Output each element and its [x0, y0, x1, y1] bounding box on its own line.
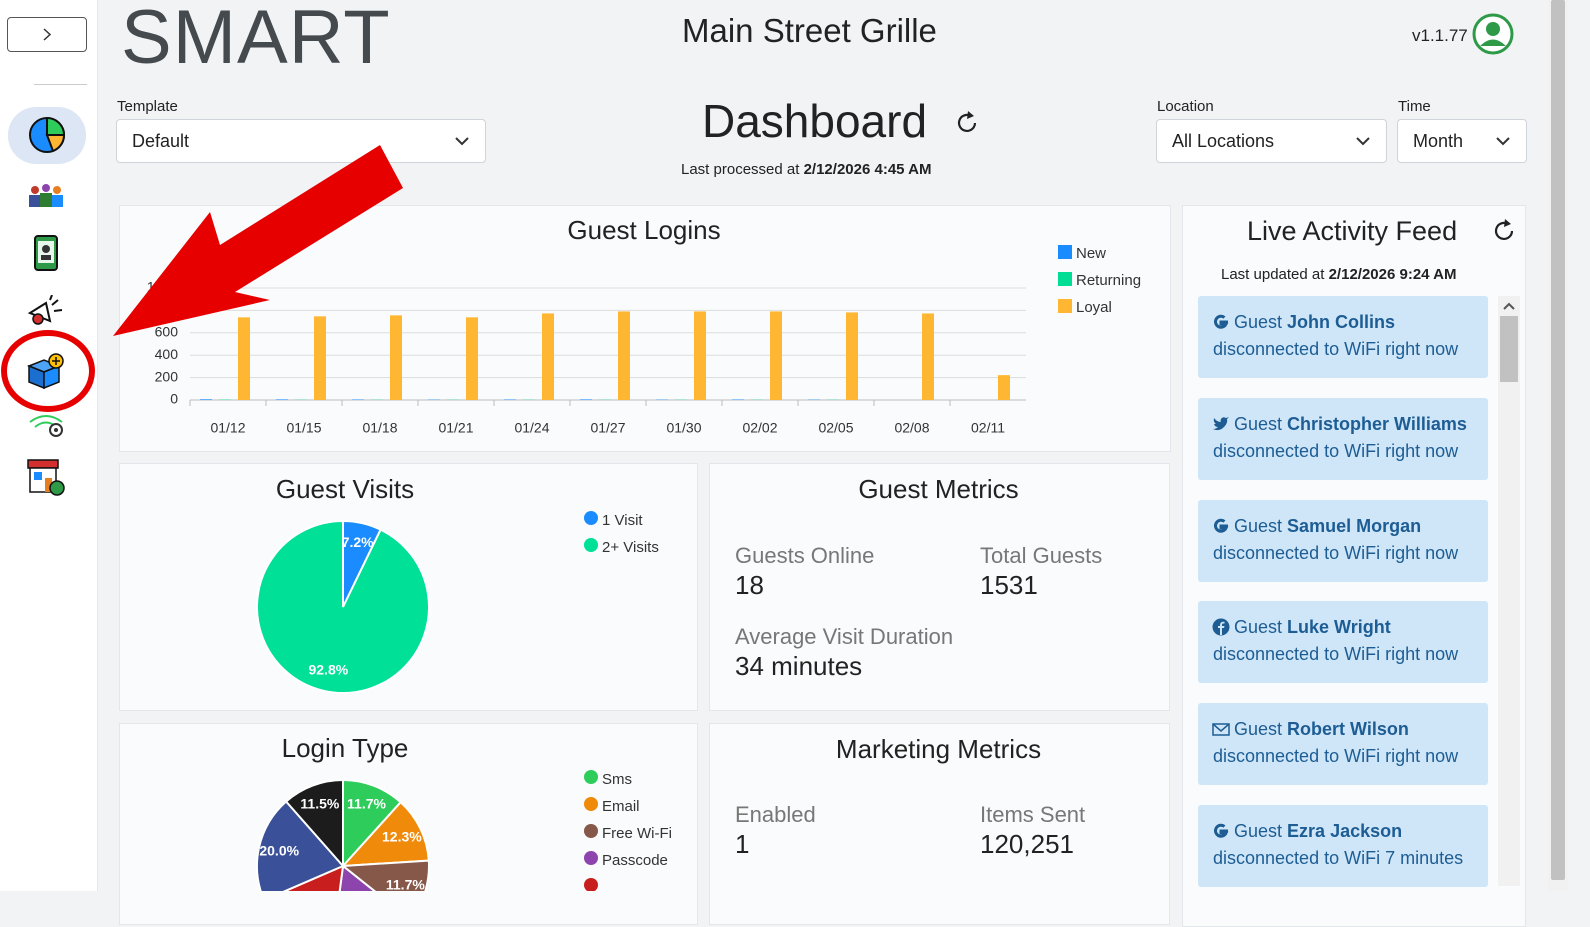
x-tick-label: 02/08: [894, 420, 929, 436]
x-tick-label: 01/27: [590, 420, 625, 436]
bar: [390, 315, 402, 400]
legend-label: New: [1076, 245, 1106, 262]
y-tick-label: 800: [155, 301, 179, 317]
legend-dot: [584, 797, 598, 811]
x-tick-label: 02/11: [971, 420, 1005, 436]
bar: [580, 399, 592, 400]
legend-label: Passcode: [602, 852, 668, 869]
bar: [314, 316, 326, 400]
slice-label: 7.2%: [342, 534, 374, 550]
x-tick-label: 01/12: [210, 420, 245, 436]
chart-title: Login Type: [282, 733, 409, 763]
legend-dot: [584, 824, 598, 838]
legend-swatch: [1058, 299, 1072, 313]
bar: [846, 312, 858, 400]
x-tick-label: 01/15: [286, 420, 321, 436]
chart-title: Guest Logins: [567, 215, 720, 245]
y-tick-label: 1000: [147, 279, 178, 295]
page: SMART Main Street Grille v1.1.77 Templat…: [0, 0, 1590, 891]
page-scroll-thumb[interactable]: [1551, 0, 1565, 880]
y-tick-label: 400: [155, 346, 179, 362]
bar: [542, 313, 554, 400]
legend-label: Email: [602, 798, 640, 815]
bar: [238, 317, 250, 400]
bar: [618, 311, 630, 400]
legend-dot: [584, 538, 598, 552]
bar: [466, 317, 478, 400]
legend-dot: [584, 851, 598, 865]
legend-label: Returning: [1076, 272, 1141, 289]
legend-swatch: [1058, 245, 1072, 259]
slice-label: 11.7%: [347, 796, 386, 812]
chart-title: Guest Visits: [276, 474, 414, 504]
legend-swatch: [1058, 272, 1072, 286]
x-tick-label: 02/02: [742, 420, 777, 436]
x-tick-label: 01/18: [362, 420, 397, 436]
charts: Guest Logins 0 200 400 600 800 1000 01/12 01/15 0…: [0, 0, 1540, 891]
y-tick-label: 200: [155, 368, 179, 384]
bar: [770, 311, 782, 400]
slice-label: 20.0%: [259, 842, 299, 858]
legend-dot: [584, 878, 598, 891]
y-tick-label: 0: [170, 391, 178, 407]
bar: [922, 313, 934, 400]
x-tick-label: 02/05: [818, 420, 853, 436]
slice-label: 92.8%: [308, 661, 348, 677]
legend-label: Free Wi-Fi: [602, 825, 672, 842]
bar: [276, 399, 288, 400]
legend-dot: [584, 770, 598, 784]
slice-label: 11.5%: [300, 796, 339, 812]
legend-dot: [584, 511, 598, 525]
x-tick-label: 01/24: [514, 420, 549, 436]
legend-label: Sms: [602, 771, 632, 788]
bar: [200, 399, 212, 400]
legend-label: 1 Visit: [602, 512, 643, 529]
x-tick-label: 01/21: [438, 420, 473, 436]
slice-label: 11.7%: [386, 876, 425, 891]
page-scrollbar[interactable]: [1548, 0, 1568, 891]
legend-label: 2+ Visits: [602, 539, 659, 556]
x-tick-label: 01/30: [666, 420, 701, 436]
legend-label: Loyal: [1076, 299, 1112, 316]
bar: [998, 375, 1010, 400]
slice-label: 12.3%: [382, 828, 422, 844]
y-tick-label: 600: [155, 324, 179, 340]
bar: [694, 311, 706, 400]
